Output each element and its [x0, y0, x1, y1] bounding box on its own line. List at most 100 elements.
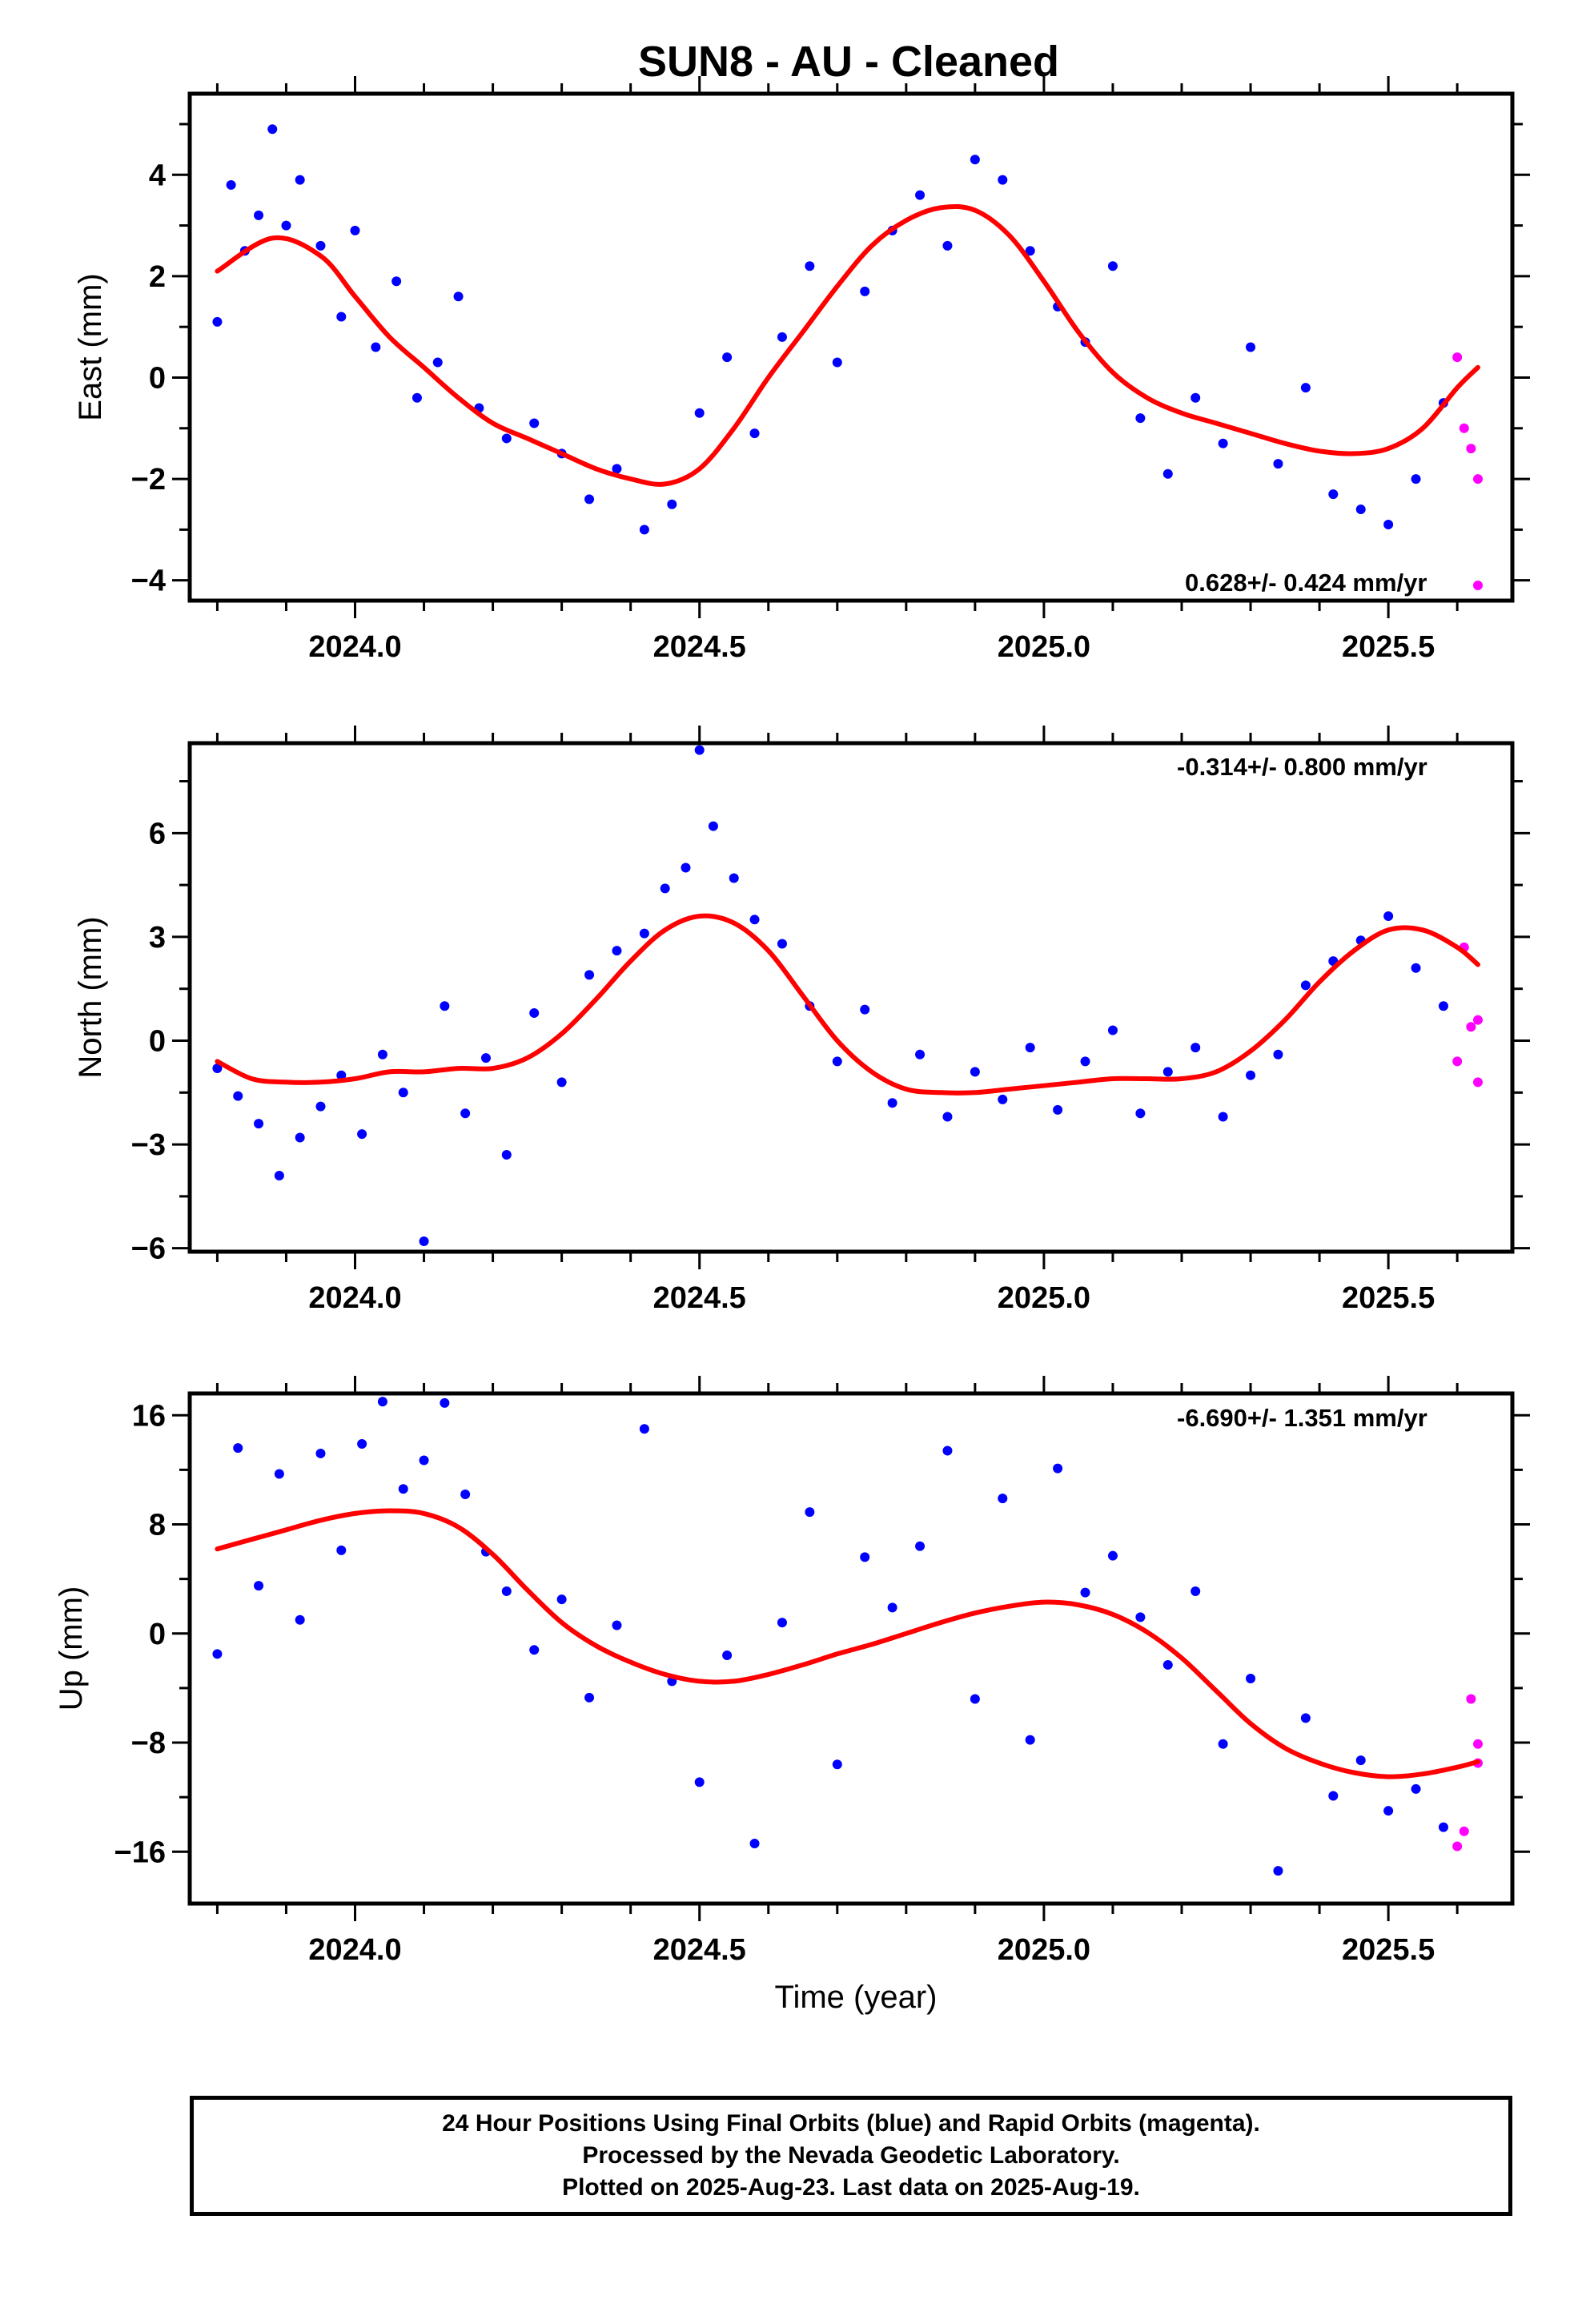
up-final-point	[1135, 1612, 1146, 1622]
up-final-point	[1053, 1463, 1063, 1474]
north-final-point	[660, 883, 670, 894]
up-ylabel: Up (mm)	[54, 1586, 89, 1711]
north-final-point	[460, 1108, 471, 1119]
up-final-point	[749, 1839, 760, 1849]
east-final-point	[501, 433, 512, 444]
up-final-point	[1273, 1866, 1283, 1876]
north-rapid-point	[1452, 1056, 1463, 1067]
north-final-point	[336, 1070, 347, 1080]
north-final-point	[274, 1170, 284, 1180]
up-final-point	[777, 1618, 787, 1628]
north-xtick-label: 2024.0	[308, 1281, 401, 1315]
north-final-point	[1438, 1001, 1448, 1011]
north-xtick-label: 2024.5	[653, 1281, 746, 1315]
east-panel: 2024.0 2024.5 2025.0 2025.5 −4 −2 0 2 4 East (mm)…	[73, 76, 1530, 664]
north-final-point	[254, 1119, 264, 1129]
east-final-point	[267, 124, 278, 135]
up-rapid-point	[1472, 1739, 1483, 1749]
east-xtick-label: 2025.5	[1342, 630, 1435, 664]
east-final-point	[722, 352, 733, 363]
up-final-point	[639, 1424, 649, 1434]
up-ytick-label: 16	[132, 1399, 166, 1433]
east-xtick-label: 2025.0	[998, 630, 1090, 664]
north-final-point	[556, 1077, 567, 1088]
up-final-point	[942, 1445, 953, 1456]
up-final-point	[440, 1397, 450, 1408]
north-final-point	[584, 970, 595, 980]
up-final-point	[212, 1649, 223, 1659]
east-final-point	[639, 525, 649, 535]
north-final-point	[729, 873, 739, 883]
east-final-point	[1328, 489, 1339, 500]
north-final-point	[1383, 911, 1394, 921]
up-final-point	[970, 1694, 980, 1704]
north-final-point	[1300, 980, 1311, 991]
north-final-point	[398, 1088, 408, 1098]
east-final-point	[1025, 246, 1035, 256]
east-final-point	[295, 175, 305, 185]
north-final-point	[1191, 1043, 1201, 1053]
east-rapid-point	[1452, 352, 1463, 363]
east-final-point	[1273, 459, 1283, 469]
east-final-point	[998, 175, 1008, 185]
east-final-point	[226, 179, 236, 190]
up-xtick-label: 2024.0	[308, 1933, 401, 1967]
up-final-point	[1328, 1791, 1339, 1801]
east-final-point	[667, 499, 677, 509]
east-final-point	[453, 292, 464, 302]
up-final-point	[377, 1397, 387, 1407]
east-final-point	[1300, 383, 1311, 393]
north-final-point	[1246, 1070, 1256, 1080]
up-final-point	[694, 1777, 705, 1787]
north-final-point	[1218, 1112, 1228, 1122]
north-final-point	[212, 1063, 223, 1074]
east-final-point	[254, 210, 264, 220]
north-final-point	[480, 1053, 491, 1063]
up-final-point	[315, 1448, 326, 1458]
north-final-point	[639, 928, 649, 939]
up-final-point	[1107, 1550, 1118, 1561]
up-final-point	[832, 1759, 842, 1770]
east-rapid-point	[1472, 474, 1483, 485]
north-ytick-label: 0	[149, 1024, 166, 1058]
up-final-point	[1218, 1739, 1228, 1749]
north-xtick-label: 2025.0	[998, 1281, 1090, 1315]
chart-title: SUN8 - AU - Cleaned	[638, 38, 1059, 86]
east-final-point	[412, 392, 422, 403]
up-final-point	[336, 1545, 347, 1555]
north-ytick-label: −3	[131, 1128, 166, 1162]
east-final-point	[1411, 474, 1421, 485]
east-final-point	[1135, 413, 1146, 424]
north-panel: 2024.0 2024.5 2025.0 2025.5 −6 −3 0 3 6 North (mm…	[73, 726, 1530, 1315]
up-final-point	[1411, 1783, 1421, 1794]
east-final-point	[391, 276, 402, 287]
up-final-point	[612, 1620, 622, 1630]
up-final-point	[584, 1692, 595, 1703]
north-ytick-label: −6	[131, 1232, 166, 1266]
up-final-point	[1191, 1586, 1201, 1596]
east-final-point	[805, 261, 815, 271]
north-final-point	[501, 1150, 512, 1160]
north-rapid-point	[1472, 1077, 1483, 1088]
north-final-point	[1273, 1049, 1283, 1059]
east-final-point	[584, 494, 595, 505]
east-final-point	[281, 220, 291, 231]
east-rate-label: 0.628+/- 0.424 mm/yr	[1185, 569, 1427, 597]
north-final-point	[440, 1001, 450, 1011]
north-frame	[187, 741, 1515, 1254]
north-final-point	[315, 1101, 326, 1112]
north-final-point	[681, 862, 691, 873]
east-final-point	[371, 342, 381, 352]
up-ytick-label: 8	[149, 1509, 166, 1542]
north-final-point	[832, 1056, 842, 1067]
north-ylabel: North (mm)	[73, 916, 108, 1078]
east-final-point	[529, 418, 540, 428]
north-final-point	[612, 946, 622, 956]
north-final-point	[860, 1004, 870, 1015]
up-final-point	[295, 1614, 305, 1625]
north-final-point	[1080, 1056, 1090, 1067]
east-final-point	[612, 464, 622, 474]
up-final-point	[915, 1541, 926, 1551]
footer-line-2: Processed by the Nevada Geodetic Laborat…	[582, 2142, 1120, 2169]
north-final-point	[1025, 1043, 1035, 1053]
